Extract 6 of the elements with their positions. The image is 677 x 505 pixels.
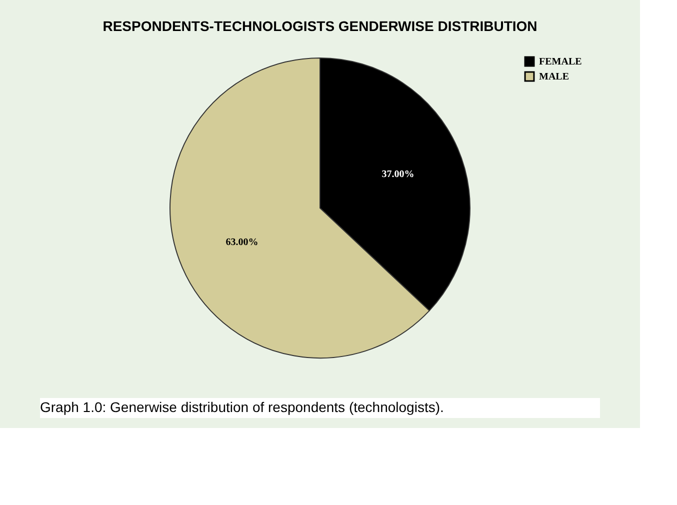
chart-title: RESPONDENTS-TECHNOLOGISTS GENDERWISE DISTRIBUTION	[102, 18, 538, 34]
legend-label: MALE	[539, 72, 570, 82]
data-label: 37.00%	[382, 169, 414, 180]
caption: Graph 1.0: Generwise distribution of respondents (technologists).	[40, 399, 444, 415]
data-label: 63.00%	[226, 236, 258, 248]
legend-label: FEMALE	[539, 56, 582, 68]
